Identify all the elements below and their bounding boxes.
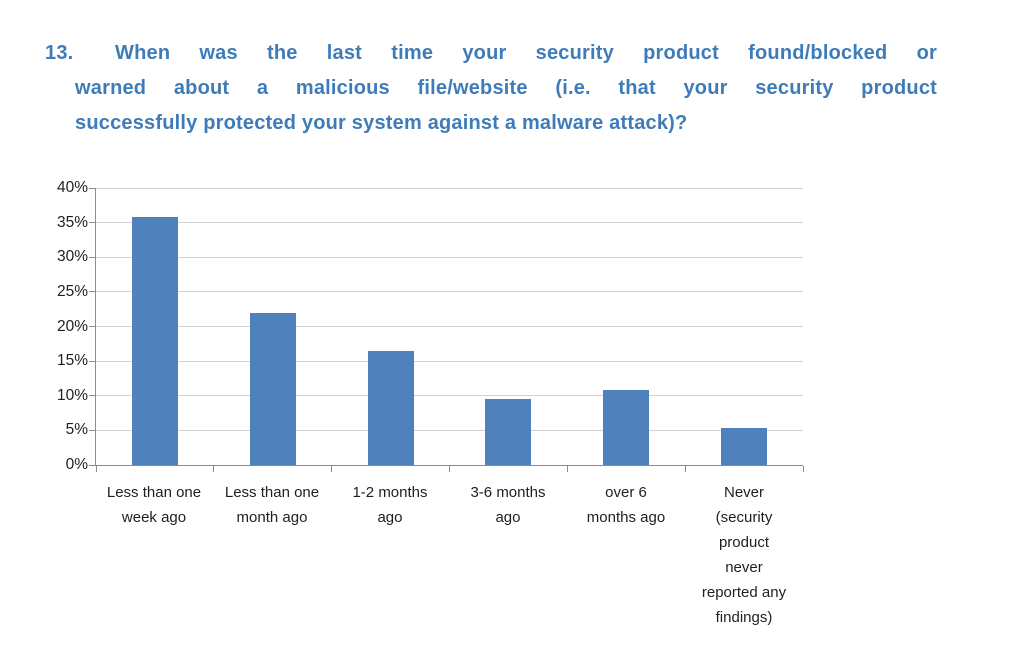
y-axis-label: 35% xyxy=(56,213,88,231)
x-axis-tick xyxy=(331,466,333,472)
x-category-cell: Less than one week ago xyxy=(95,480,213,630)
gridline xyxy=(96,222,803,224)
y-axis-tick xyxy=(89,395,95,397)
x-category-cell: Less than one month ago xyxy=(213,480,331,630)
y-axis-tick xyxy=(89,291,95,293)
y-axis-tick xyxy=(89,429,95,431)
x-axis-label: over 6 months ago xyxy=(586,484,666,526)
x-category-cell: Never (security product never reported any fi… xyxy=(685,480,803,630)
bar-6 xyxy=(721,428,768,465)
x-axis-label: Less than one month ago xyxy=(224,484,320,526)
y-axis-label: 0% xyxy=(65,456,88,473)
bar-3 xyxy=(367,351,414,465)
question-line-1: When was the last time your security pro… xyxy=(115,42,937,64)
x-axis-tick xyxy=(566,466,568,472)
x-axis: Less than one week ago Less than one month … xyxy=(95,480,803,630)
bar-chart: 0% 5% 10% 15% 20% 25% 30% 35% 40% Less than one w… xyxy=(50,179,840,648)
x-axis-tick xyxy=(449,466,450,472)
x-axis-tick xyxy=(684,466,686,472)
gridline xyxy=(96,187,803,189)
bar-5 xyxy=(603,389,650,465)
x-axis-label: Less than one week ago xyxy=(106,484,202,526)
question-line-3: successfully protected your system again… xyxy=(75,112,688,134)
y-axis: 0% 5% 10% 15% 20% 25% 30% 35% 40% xyxy=(50,179,88,473)
plot-area xyxy=(89,187,804,472)
gridline xyxy=(96,395,803,397)
y-axis-label: 10% xyxy=(56,386,88,404)
y-axis-label: 30% xyxy=(56,248,88,266)
bar-1 xyxy=(131,217,178,465)
y-axis-tick xyxy=(89,222,95,224)
gridline xyxy=(96,326,803,327)
gridline xyxy=(96,429,803,431)
x-axis-label: 3-6 months ago xyxy=(470,484,546,526)
y-axis-tick xyxy=(89,360,95,362)
y-axis-tick xyxy=(89,187,95,189)
x-axis-tick xyxy=(213,466,215,472)
gridline xyxy=(96,291,803,293)
y-axis-label: 40% xyxy=(56,179,88,196)
y-axis-label: 20% xyxy=(56,317,88,335)
gridline xyxy=(96,256,803,258)
x-category-cell: over 6 months ago xyxy=(567,480,685,630)
x-axis-label: Never (security product never reported any fi… xyxy=(701,484,787,626)
y-axis-tick xyxy=(89,464,95,466)
y-axis-tick xyxy=(89,326,95,327)
x-category-cell: 3-6 months ago xyxy=(449,480,567,630)
question: 13. When was the last time your security… xyxy=(45,36,937,141)
x-axis-tick xyxy=(802,466,804,472)
x-category-cell: 1-2 months ago xyxy=(331,480,449,630)
question-line-2: warned about a malicious file/website (i… xyxy=(75,77,937,99)
question-number: 13. xyxy=(45,42,74,64)
y-axis-label: 25% xyxy=(56,282,88,300)
bar-2 xyxy=(249,312,296,465)
x-axis-tick xyxy=(95,466,97,472)
y-axis-label: 15% xyxy=(56,352,88,370)
y-axis-label: 5% xyxy=(65,421,88,439)
y-axis-tick xyxy=(89,256,95,258)
gridline xyxy=(96,360,803,362)
x-axis-label: 1-2 months ago xyxy=(352,484,428,526)
bar-4 xyxy=(485,399,532,465)
